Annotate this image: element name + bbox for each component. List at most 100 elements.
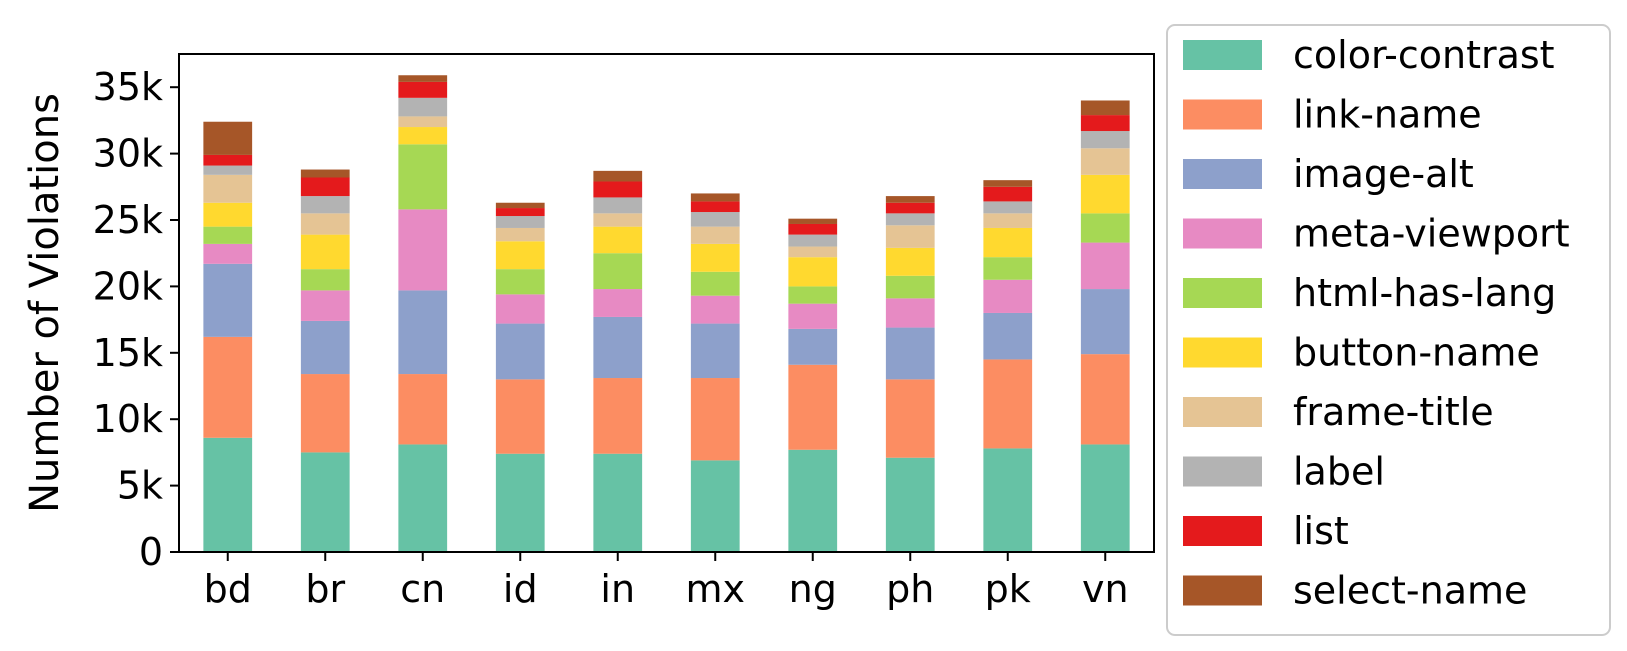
bar-br-label bbox=[300, 196, 350, 214]
legend-label: frame-title bbox=[1293, 390, 1494, 434]
bar-in-select-name bbox=[593, 170, 643, 182]
legend-label: meta-viewport bbox=[1293, 212, 1570, 256]
bar-vn-select-name bbox=[1080, 100, 1130, 116]
bar-pk-label bbox=[983, 201, 1033, 214]
bar-ph-color-contrast bbox=[885, 457, 935, 552]
y-tick-label: 0 bbox=[139, 530, 163, 574]
bar-bd-image-alt bbox=[203, 263, 253, 337]
bar-cn-html-has-lang bbox=[398, 144, 448, 210]
bar-vn-frame-title bbox=[1080, 148, 1130, 175]
bar-mx-list bbox=[690, 201, 740, 213]
legend-label: image-alt bbox=[1293, 152, 1474, 196]
bar-vn-html-has-lang bbox=[1080, 213, 1130, 243]
bar-ph-label bbox=[885, 213, 935, 226]
bar-in-meta-viewport bbox=[593, 289, 643, 317]
bar-pk-html-has-lang bbox=[983, 257, 1033, 280]
bar-cn-list bbox=[398, 81, 448, 98]
bars-layer bbox=[203, 75, 1130, 552]
bar-ng-link-name bbox=[788, 364, 838, 450]
legend-label: list bbox=[1293, 509, 1349, 553]
bar-vn-meta-viewport bbox=[1080, 242, 1130, 290]
legend-label: select-name bbox=[1293, 569, 1527, 613]
bar-cn-image-alt bbox=[398, 290, 448, 375]
bar-bd-button-name bbox=[203, 202, 253, 227]
bar-id-frame-title bbox=[495, 227, 545, 242]
y-axis: 0 5k 10k 15k 20k 25k 30k 35k bbox=[93, 65, 179, 574]
legend-swatch bbox=[1183, 516, 1262, 546]
bar-id-select-name bbox=[495, 202, 545, 209]
bar-vn-button-name bbox=[1080, 174, 1130, 214]
legend-swatch bbox=[1183, 40, 1262, 70]
legend-swatch bbox=[1183, 218, 1262, 249]
bar-mx-meta-viewport bbox=[690, 295, 740, 324]
legend-swatch bbox=[1183, 575, 1262, 606]
bar-ng-list bbox=[788, 223, 838, 235]
bar-id-list bbox=[495, 208, 545, 217]
bar-in-list bbox=[593, 181, 643, 198]
bar-mx-link-name bbox=[690, 378, 740, 461]
bar-id-meta-viewport bbox=[495, 294, 545, 324]
legend-swatch bbox=[1183, 99, 1262, 130]
bar-id-label bbox=[495, 216, 545, 228]
bar-br-button-name bbox=[300, 234, 350, 270]
bar-ng-image-alt bbox=[788, 328, 838, 365]
bar-ng-meta-viewport bbox=[788, 303, 838, 329]
bar-pk-image-alt bbox=[983, 312, 1033, 360]
bar-in-frame-title bbox=[593, 213, 643, 227]
bar-br-meta-viewport bbox=[300, 290, 350, 321]
bar-cn-select-name bbox=[398, 75, 448, 82]
bar-br-image-alt bbox=[300, 320, 350, 375]
bar-mx-color-contrast bbox=[690, 460, 740, 552]
y-tick-label: 25k bbox=[93, 198, 163, 242]
x-tick-label: mx bbox=[685, 567, 745, 611]
bar-br-select-name bbox=[300, 169, 350, 178]
legend-swatch bbox=[1183, 278, 1262, 308]
bar-pk-color-contrast bbox=[983, 448, 1033, 552]
bar-ph-list bbox=[885, 202, 935, 214]
y-tick-label: 30k bbox=[93, 132, 163, 176]
bar-in-link-name bbox=[593, 378, 643, 454]
legend-label: button-name bbox=[1293, 331, 1540, 375]
bar-cn-frame-title bbox=[398, 116, 448, 128]
bar-br-frame-title bbox=[300, 213, 350, 235]
bar-in-html-has-lang bbox=[593, 253, 643, 290]
legend-swatch bbox=[1183, 397, 1262, 427]
y-tick-label: 35k bbox=[93, 65, 163, 109]
y-tick-label: 10k bbox=[93, 397, 163, 441]
bar-bd-select-name bbox=[203, 121, 253, 155]
x-tick-label: vn bbox=[1082, 567, 1129, 611]
bar-mx-frame-title bbox=[690, 226, 740, 244]
bar-pk-link-name bbox=[983, 359, 1033, 449]
legend-box bbox=[1166, 24, 1611, 636]
bar-ph-meta-viewport bbox=[885, 298, 935, 328]
bar-pk-button-name bbox=[983, 227, 1033, 258]
x-tick-label: cn bbox=[400, 567, 445, 611]
legend-swatch bbox=[1183, 456, 1262, 487]
bar-id-image-alt bbox=[495, 323, 545, 380]
bar-ng-label bbox=[788, 234, 838, 247]
bar-ng-color-contrast bbox=[788, 449, 838, 552]
bar-ph-frame-title bbox=[885, 225, 935, 248]
bar-ph-button-name bbox=[885, 247, 935, 276]
bar-cn-button-name bbox=[398, 127, 448, 145]
legend-label: link-name bbox=[1293, 93, 1482, 137]
bar-bd-meta-viewport bbox=[203, 243, 253, 264]
bar-in-color-contrast bbox=[593, 453, 643, 552]
bar-mx-button-name bbox=[690, 243, 740, 272]
bar-pk-list bbox=[983, 186, 1033, 202]
bar-bd-label bbox=[203, 165, 253, 175]
bar-cn-link-name bbox=[398, 374, 448, 445]
bar-in-label bbox=[593, 197, 643, 214]
bar-cn-label bbox=[398, 97, 448, 117]
bar-vn-color-contrast bbox=[1080, 444, 1130, 552]
bar-id-color-contrast bbox=[495, 453, 545, 552]
x-tick-label: id bbox=[503, 567, 538, 611]
x-axis: bd br cn id in mx ng ph pk vn bbox=[204, 552, 1129, 611]
bar-id-link-name bbox=[495, 379, 545, 454]
legend-label: label bbox=[1293, 450, 1385, 494]
x-tick-label: br bbox=[305, 567, 345, 611]
bar-mx-image-alt bbox=[690, 323, 740, 379]
bar-pk-select-name bbox=[983, 180, 1033, 187]
bar-ph-html-has-lang bbox=[885, 275, 935, 299]
